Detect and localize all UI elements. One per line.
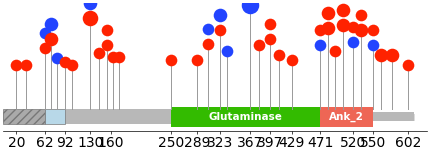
Point — [48, 23, 55, 25]
Bar — [3, 109, 45, 124]
Point — [267, 38, 273, 40]
Point — [217, 29, 224, 31]
Point — [168, 59, 175, 61]
Text: Ank_2: Ank_2 — [329, 112, 364, 122]
Point — [53, 56, 60, 59]
Point — [289, 59, 295, 61]
Point — [205, 43, 212, 45]
Point — [109, 55, 116, 58]
Point — [405, 63, 412, 66]
Text: Glutaminase: Glutaminase — [209, 112, 282, 122]
Point — [104, 29, 111, 31]
Point — [267, 23, 273, 25]
Bar — [65, 109, 171, 124]
Point — [87, 2, 94, 5]
Point — [217, 14, 224, 16]
Point — [276, 54, 283, 57]
Point — [389, 54, 396, 57]
Point — [340, 24, 347, 27]
Point — [370, 29, 377, 31]
Point — [316, 44, 323, 46]
Point — [224, 50, 230, 52]
Point — [48, 38, 55, 40]
Point — [325, 26, 332, 29]
Point — [350, 40, 356, 43]
Point — [61, 61, 68, 64]
Point — [378, 54, 385, 57]
Bar — [171, 107, 320, 127]
Point — [350, 25, 356, 28]
Point — [69, 63, 76, 66]
Point — [358, 29, 365, 31]
Point — [205, 28, 212, 30]
Point — [96, 52, 103, 54]
Point — [316, 29, 323, 31]
Bar — [3, 112, 171, 121]
Point — [340, 9, 347, 11]
Point — [370, 44, 377, 46]
Point — [23, 63, 30, 66]
Point — [332, 50, 338, 52]
Point — [87, 17, 94, 20]
Point — [41, 32, 48, 35]
Bar — [45, 109, 65, 124]
Bar — [320, 107, 373, 127]
Point — [358, 14, 365, 16]
Point — [104, 44, 111, 46]
Point — [246, 3, 253, 6]
Bar — [373, 112, 414, 121]
Point — [13, 63, 20, 66]
Point — [255, 44, 262, 46]
Point — [325, 11, 332, 14]
Point — [194, 59, 201, 61]
Point — [41, 47, 48, 50]
Point — [116, 55, 123, 58]
